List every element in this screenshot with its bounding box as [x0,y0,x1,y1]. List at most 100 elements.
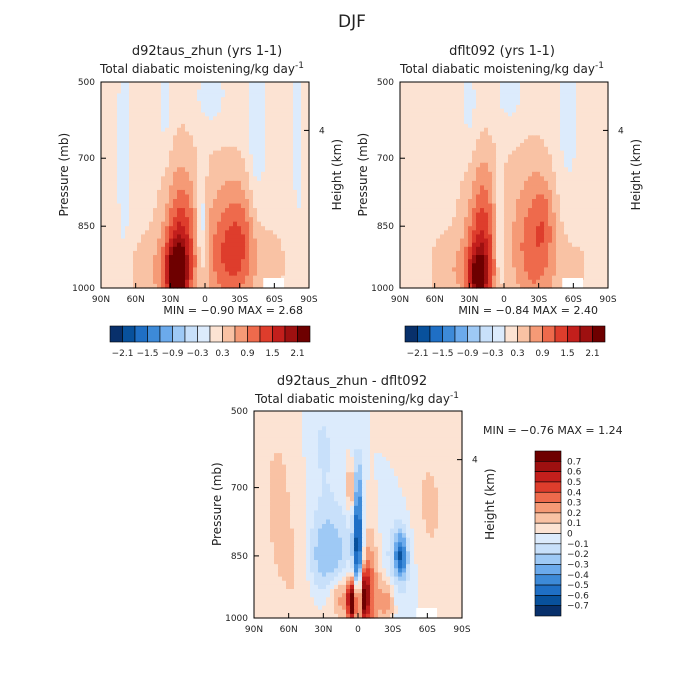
heatmap-cell [480,234,485,240]
heatmap-cell [233,208,238,214]
heatmap-cell [504,221,509,227]
heatmap-cell [540,89,545,95]
heatmap-cell [113,189,118,196]
heatmap-cell [512,112,517,117]
heatmap-cell [412,146,417,152]
heatmap-cell [197,238,202,244]
heatmap-cell [540,116,545,121]
heatmap-cell [440,131,445,136]
heatmap-cell [121,199,126,205]
heatmap-cell [536,167,541,173]
heatmap-cell [125,108,130,114]
heatmap-cell [141,267,146,273]
heatmap-cell [400,246,405,252]
heatmap-cell [532,217,537,223]
heatmap-cell [548,116,553,121]
heatmap-cell [460,230,465,236]
heatmap-cell [456,230,461,236]
heatmap-cell [293,275,298,281]
heatmap-cell [241,194,246,200]
heatmap-cell [177,275,182,281]
heatmap-cell [456,120,461,125]
heatmap-cell [141,234,146,240]
heatmap-cell [536,230,541,236]
heatmap-cell [572,135,577,140]
heatmap-cell [496,259,501,264]
heatmap-cell [448,112,453,117]
heatmap-cell [492,89,497,95]
heatmap-cell [524,194,529,200]
heatmap-cell [596,189,601,196]
heatmap-cell [173,189,178,196]
heatmap-cell [496,135,501,140]
heatmap-cell [245,89,250,95]
heatmap-cell [456,176,461,182]
heatmap-cell [173,238,178,244]
heatmap-cell [209,203,214,209]
heatmap-cell [189,150,194,156]
heatmap-cell [408,250,413,256]
heatmap-cell [281,271,286,277]
heatmap-cell [173,104,178,110]
heatmap-cell [113,230,118,236]
heatmap-cell [400,101,405,106]
heatmap-cell [209,271,214,277]
heatmap-cell [113,246,118,252]
heatmap-cell [544,194,549,200]
heatmap-cell [440,176,445,182]
heatmap-cell [281,189,286,196]
heatmap-cell [209,104,214,110]
heatmap-cell [560,171,565,177]
heatmap-cell [165,271,170,277]
heatmap-cell [109,120,114,125]
heatmap-cell [225,283,230,289]
heatmap-cell [592,259,597,264]
heatmap-cell [141,259,146,264]
heatmap-cell [237,120,242,125]
heatmap-cell [121,101,126,106]
heatmap-cell [580,154,585,159]
heatmap-cell [125,123,130,129]
heatmap-cell [253,185,258,191]
heatmap-cell [101,104,106,110]
heatmap-cell [444,217,449,223]
heatmap-cell [584,189,589,196]
heatmap-cell [592,226,597,231]
heatmap-cell [233,101,238,106]
heatmap-cell [444,203,449,209]
heatmap-cell [544,158,549,164]
heatmap-cell [428,89,433,95]
heatmap-cell [113,162,118,168]
heatmap-cell [600,171,605,177]
heatmap-cell [141,97,146,102]
heatmap-cell [197,158,202,164]
heatmap-cell [416,259,421,264]
heatmap-cell [269,185,274,191]
heatmap-cell [165,104,170,110]
heatmap-cell [153,194,158,200]
heatmap-cell [217,176,222,182]
heatmap-cell [416,203,421,209]
heatmap-cell [536,194,541,200]
heatmap-cell [297,250,302,256]
heatmap-cell [153,250,158,256]
heatmap-cell [472,203,477,209]
heatmap-cell [532,263,537,268]
heatmap-cell [452,255,457,260]
colorbar-label: −0.9 [162,349,184,359]
heatmap-cell [213,139,218,144]
heatmap-cell [480,250,485,256]
x-tick-label: 30S [231,295,248,305]
heatmap-cell [109,208,114,214]
heatmap-cell [305,93,310,98]
heatmap-cell [193,112,198,117]
heatmap-cell [504,97,509,102]
heatmap-cell [412,171,417,177]
heatmap-cell [564,208,569,214]
heatmap-cell [588,171,593,177]
heatmap-cell [500,212,505,218]
heatmap-cell [145,150,150,156]
heatmap-cell [289,146,294,152]
heatmap-cell [548,85,553,91]
heatmap-cell [181,123,186,129]
